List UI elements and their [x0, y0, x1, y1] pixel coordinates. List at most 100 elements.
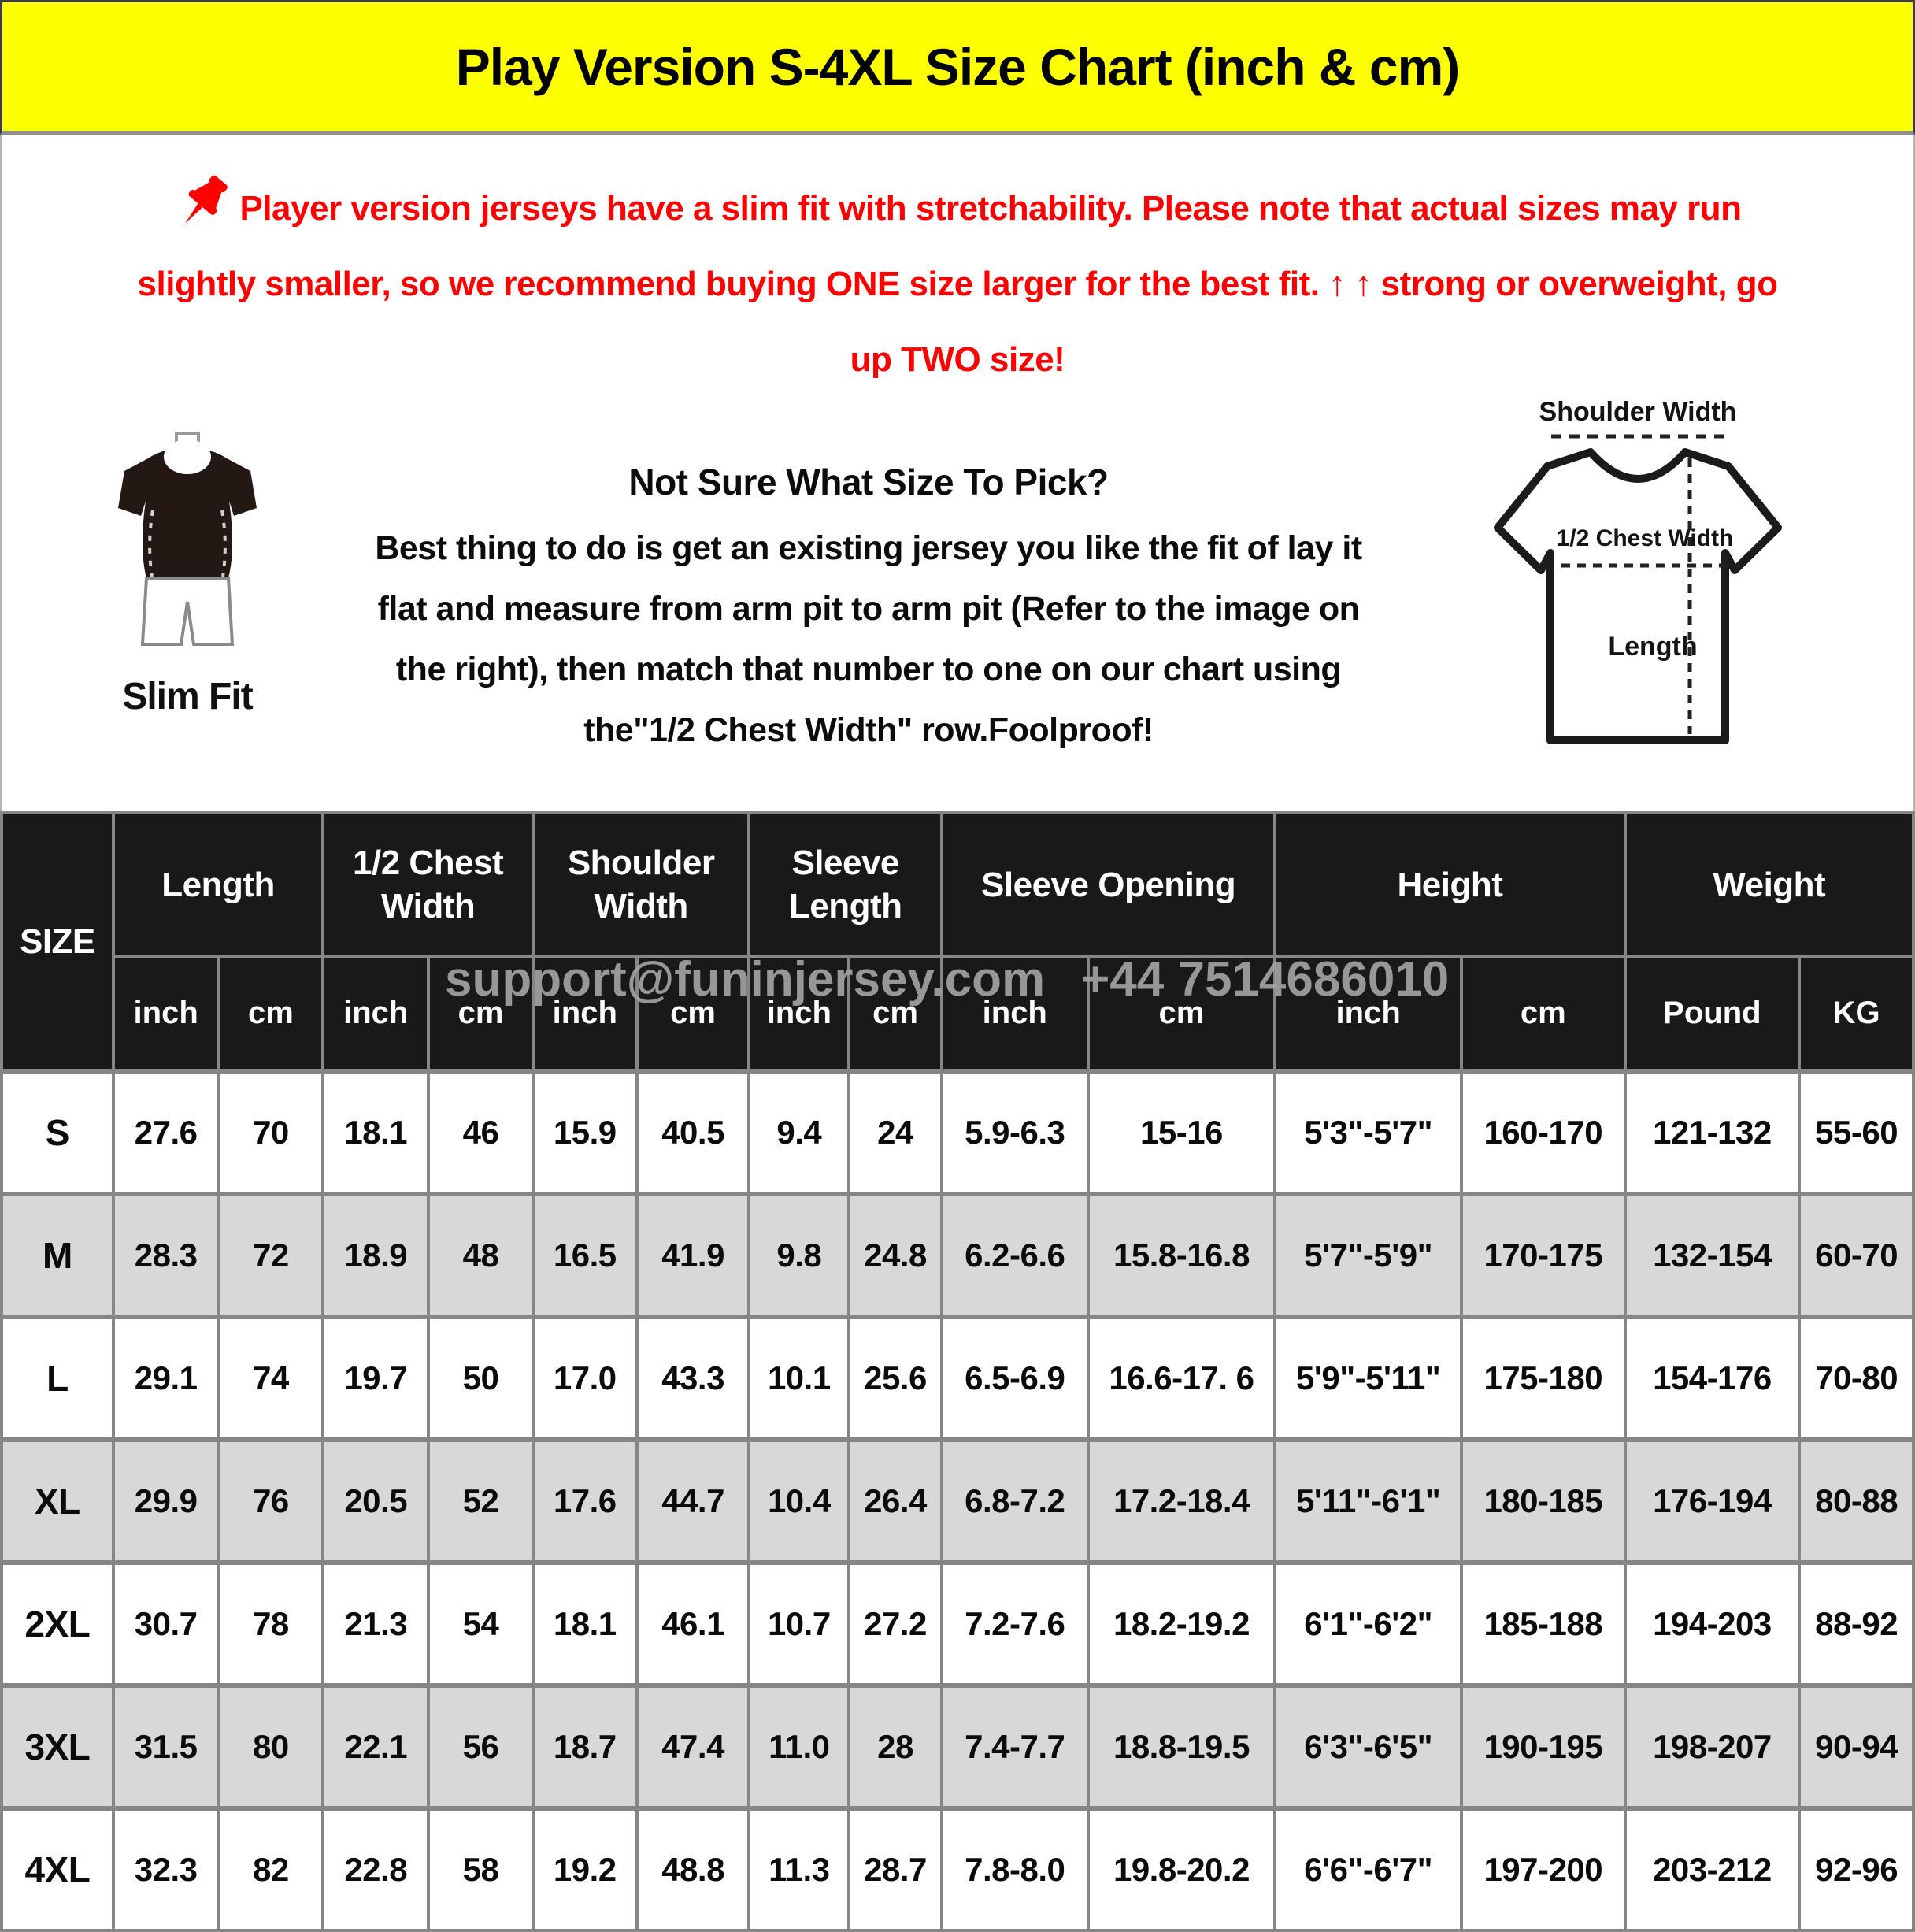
measurement-cell: 18.2-19.2	[1086, 1560, 1277, 1688]
measurement-cell: 197-200	[1460, 1806, 1627, 1932]
unit-header: cm	[847, 955, 943, 1073]
slim-fit-figure: Slim Fit	[69, 432, 306, 718]
measurement-cell: 27.6	[111, 1069, 220, 1196]
fit-warning-line: Player version jerseys have a slim fit w…	[2, 171, 1913, 247]
measurement-cell: 21.3	[321, 1560, 431, 1688]
measurement-cell: 16.6-17. 6	[1086, 1315, 1277, 1442]
measurement-cell: 5'11"-6'1"	[1273, 1437, 1463, 1565]
measurement-cell: 40.5	[635, 1069, 751, 1196]
unit-header: KG	[1798, 955, 1915, 1073]
measurement-cell: 26.4	[847, 1437, 943, 1565]
measurement-cell: 194-203	[1623, 1560, 1802, 1688]
measurement-cell: 6.5-6.9	[939, 1315, 1090, 1442]
measurement-cell: 24.8	[847, 1192, 943, 1319]
measurement-cell: 70	[217, 1069, 325, 1196]
measurement-cell: 76	[217, 1437, 325, 1565]
measurement-cell: 25.6	[847, 1315, 943, 1442]
table-row: 4XL 32.3 82 22.8 58 19.2 48.8 11.3 28.7 7.8-8.0 19…	[0, 1806, 1915, 1932]
measurement-cell: 29.9	[111, 1437, 220, 1565]
slim-fit-illustration-icon	[69, 432, 306, 663]
fit-warning-line-text: Player version jerseys have a slim fit w…	[239, 189, 1742, 228]
measurement-cell: 19.7	[321, 1315, 431, 1442]
measurement-cell: 7.8-8.0	[939, 1806, 1090, 1932]
measurement-cell: 6.2-6.6	[939, 1192, 1090, 1319]
measurement-cell: 18.8-19.5	[1086, 1683, 1277, 1811]
col-group-half-chest-width: 1/2 Chest Width	[321, 811, 535, 958]
measurement-cell: 29.1	[111, 1315, 220, 1442]
measurement-cell: 6'3"-6'5"	[1273, 1683, 1463, 1811]
measurement-cell: 10.7	[747, 1560, 851, 1688]
measurement-cell: 74	[217, 1315, 325, 1442]
measurement-cell: 52	[427, 1437, 535, 1565]
unit-header: inch	[1273, 955, 1463, 1073]
size-row-label: 3XL	[0, 1683, 115, 1811]
measurement-cell: 27.2	[847, 1560, 943, 1688]
measurement-diagram: Shoulder Width 1/2 Chest Width Length	[1475, 388, 1790, 781]
measurement-cell: 44.7	[635, 1437, 751, 1565]
size-chart-table-area: support@funinjersey.com +44 7514686010 SI…	[0, 811, 1915, 1932]
measurement-cell: 176-194	[1623, 1437, 1802, 1565]
unit-header: cm	[1460, 955, 1627, 1073]
table-group-header-row: SIZE Length 1/2 Chest Width Shoulder Wid…	[0, 811, 1915, 1073]
measurement-cell: 28.7	[847, 1806, 943, 1932]
measurement-cell: 48.8	[635, 1806, 751, 1932]
measurement-cell: 18.9	[321, 1192, 431, 1319]
measurement-cell: 10.4	[747, 1437, 851, 1565]
measurement-cell: 7.4-7.7	[939, 1683, 1090, 1811]
size-row-label: 4XL	[0, 1806, 115, 1932]
measurement-cell: 28	[847, 1683, 943, 1811]
measurement-cell: 175-180	[1460, 1315, 1627, 1442]
measurement-cell: 30.7	[111, 1560, 220, 1688]
col-group-sleeve-opening: Sleeve Opening	[939, 811, 1277, 958]
measurement-cell: 17.2-18.4	[1086, 1437, 1277, 1565]
measurement-cell: 10.1	[747, 1315, 851, 1442]
measurement-cell: 18.1	[531, 1560, 639, 1688]
measurement-cell: 46	[427, 1069, 535, 1196]
measurement-cell: 43.3	[635, 1315, 751, 1442]
page-title: Play Version S-4XL Size Chart (inch & cm…	[455, 37, 1461, 96]
fit-warning-text: Player version jerseys have a slim fit w…	[2, 135, 1913, 398]
measurement-cell: 90-94	[1798, 1683, 1915, 1811]
measurement-cell: 7.2-7.6	[939, 1560, 1090, 1688]
measurement-cell: 180-185	[1460, 1437, 1627, 1565]
measurement-cell: 17.6	[531, 1437, 639, 1565]
measurement-cell: 5.9-6.3	[939, 1069, 1090, 1196]
measurement-cell: 15-16	[1086, 1069, 1277, 1196]
measurement-cell: 48	[427, 1192, 535, 1319]
measurement-cell: 5'3"-5'7"	[1273, 1069, 1463, 1196]
measurement-cell: 28.3	[111, 1192, 220, 1319]
measurement-cell: 55-60	[1798, 1069, 1915, 1196]
measurement-cell: 60-70	[1798, 1192, 1915, 1319]
unit-header: inch	[111, 955, 220, 1073]
measurement-cell: 121-132	[1623, 1069, 1802, 1196]
measurement-cell: 6'1"-6'2"	[1273, 1560, 1463, 1688]
col-group-length: Length	[111, 811, 325, 958]
size-row-label: L	[0, 1315, 115, 1442]
col-group-height: Height	[1273, 811, 1627, 958]
measurement-cell: 160-170	[1460, 1069, 1627, 1196]
measurement-cell: 18.7	[531, 1683, 639, 1811]
table-row: S 27.6 70 18.1 46 15.9 40.5 9.4 24 5.9-6.3 15-16 5'…	[0, 1069, 1915, 1196]
measurement-cell: 5'7"-5'9"	[1273, 1192, 1463, 1319]
measurement-cell: 15.9	[531, 1069, 639, 1196]
pushpin-icon	[173, 172, 236, 235]
size-row-label: M	[0, 1192, 115, 1319]
shoulder-width-label: Shoulder Width	[1539, 397, 1737, 427]
table-row: 2XL 30.7 78 21.3 54 18.1 46.1 10.7 27.2 7.2-7.6 18…	[0, 1560, 1915, 1688]
measurement-cell: 54	[427, 1560, 535, 1688]
size-help-line: the"1/2 Chest Width" row.Foolproof!	[583, 711, 1154, 749]
half-chest-width-label: 1/2 Chest Width	[1557, 525, 1734, 551]
size-help-text: Not Sure What Size To Pick? Best thing t…	[349, 460, 1388, 761]
measurement-cell: 56	[427, 1683, 535, 1811]
col-group-weight: Weight	[1623, 811, 1915, 958]
measurement-cell: 6'6"-6'7"	[1273, 1806, 1463, 1932]
table-unit-header-row: inch cm inch cm inch cm inch cm inch cm …	[2, 955, 1915, 1073]
measurement-cell: 190-195	[1460, 1683, 1627, 1811]
size-row-label: 2XL	[0, 1560, 115, 1688]
size-column-header: SIZE	[0, 811, 115, 1073]
table-row: 3XL 31.5 80 22.1 56 18.7 47.4 11.0 28 7.4-7.7 18.8…	[0, 1683, 1915, 1811]
size-help-line: Best thing to do is get an existing jers…	[375, 529, 1362, 567]
measurement-cell: 198-207	[1623, 1683, 1802, 1811]
measurement-cell: 88-92	[1798, 1560, 1915, 1688]
measurement-cell: 41.9	[635, 1192, 751, 1319]
